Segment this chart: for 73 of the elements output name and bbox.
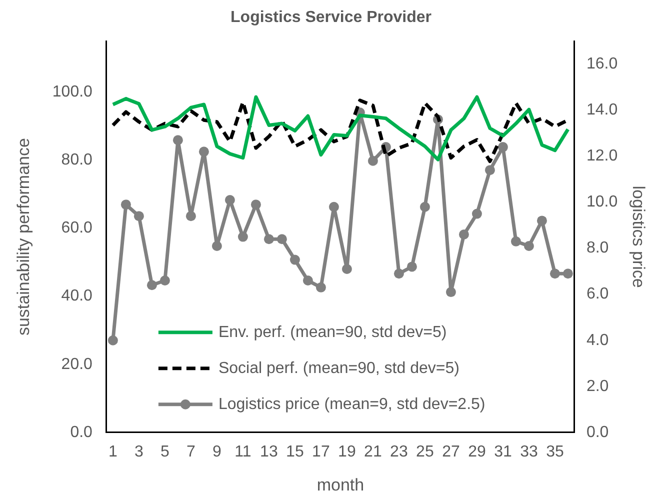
point — [550, 268, 560, 279]
y2-tick-label: 16.0 — [586, 56, 618, 73]
y2-tick-label: 12.0 — [586, 148, 618, 165]
point — [446, 287, 456, 298]
y2-axis-title: logistics price — [629, 186, 648, 288]
point — [264, 234, 274, 244]
point — [290, 254, 300, 265]
y2-tick-label: 8.0 — [586, 240, 609, 257]
point — [328, 202, 339, 212]
x-tick-label: 33 — [520, 443, 538, 460]
y2-tick-label: 4.0 — [586, 332, 609, 349]
point — [510, 236, 521, 246]
point — [146, 280, 157, 290]
x-tick-label: 7 — [186, 443, 196, 460]
x-tick-label: 3 — [134, 443, 144, 460]
x-tick-label: 29 — [468, 443, 486, 460]
y2-tick-label: 6.0 — [586, 286, 609, 303]
x-tick-label: 25 — [416, 443, 434, 460]
x-tick-label: 35 — [546, 443, 564, 460]
point — [172, 135, 183, 146]
x-tick-label: 27 — [442, 443, 460, 460]
x-tick-label: 23 — [390, 443, 408, 460]
point — [238, 232, 248, 242]
point — [160, 276, 170, 286]
point — [302, 276, 313, 286]
point — [120, 200, 131, 210]
y2-tick-label: 0.0 — [586, 424, 609, 441]
legend-label: Logistics price (mean=9, std dev=2.5) — [218, 396, 486, 413]
point — [394, 268, 404, 279]
point — [406, 262, 417, 272]
y-tick-label: 20.0 — [61, 356, 93, 373]
x-tick-label: 1 — [108, 443, 118, 460]
point — [368, 156, 378, 166]
point — [472, 208, 482, 219]
point — [498, 142, 508, 152]
y-axis-title: sustainability performance — [14, 138, 33, 336]
y-tick-label: 80.0 — [61, 152, 93, 169]
point — [224, 194, 235, 205]
legend-label: Social perf. (mean=90, std dev=5) — [218, 360, 460, 377]
point — [458, 230, 469, 240]
x-tick-label: 21 — [364, 443, 382, 460]
y-tick-label: 0.0 — [70, 424, 93, 441]
y2-tick-label: 14.0 — [586, 102, 618, 119]
y2-tick-label: 2.0 — [586, 378, 609, 395]
point — [562, 268, 573, 279]
point — [250, 200, 261, 210]
point — [524, 241, 534, 252]
x-tick-label: 17 — [312, 443, 330, 460]
x-tick-label: 31 — [494, 443, 512, 460]
point — [186, 211, 196, 222]
y-tick-label: 60.0 — [61, 220, 93, 237]
point — [316, 282, 326, 292]
point — [342, 264, 352, 274]
point — [108, 335, 118, 346]
x-tick-label: 9 — [212, 443, 222, 460]
chart-title: Logistics Service Provider — [230, 9, 432, 26]
point — [198, 146, 209, 157]
point — [484, 165, 495, 176]
y-tick-label: 100.0 — [52, 84, 93, 101]
x-tick-label: 19 — [338, 443, 356, 460]
point — [212, 241, 222, 252]
x-tick-label: 13 — [260, 443, 278, 460]
x-axis-title: month — [316, 475, 364, 494]
y-tick-label: 40.0 — [61, 288, 93, 305]
point — [420, 202, 430, 212]
point — [536, 216, 547, 226]
point — [276, 234, 287, 244]
x-tick-label: 11 — [234, 443, 252, 460]
x-tick-label: 5 — [160, 443, 170, 460]
legend-label: Env. perf. (mean=90, std dev=5) — [218, 324, 447, 341]
x-tick-label: 15 — [286, 443, 304, 460]
point — [134, 211, 144, 222]
y2-tick-label: 10.0 — [586, 194, 618, 211]
